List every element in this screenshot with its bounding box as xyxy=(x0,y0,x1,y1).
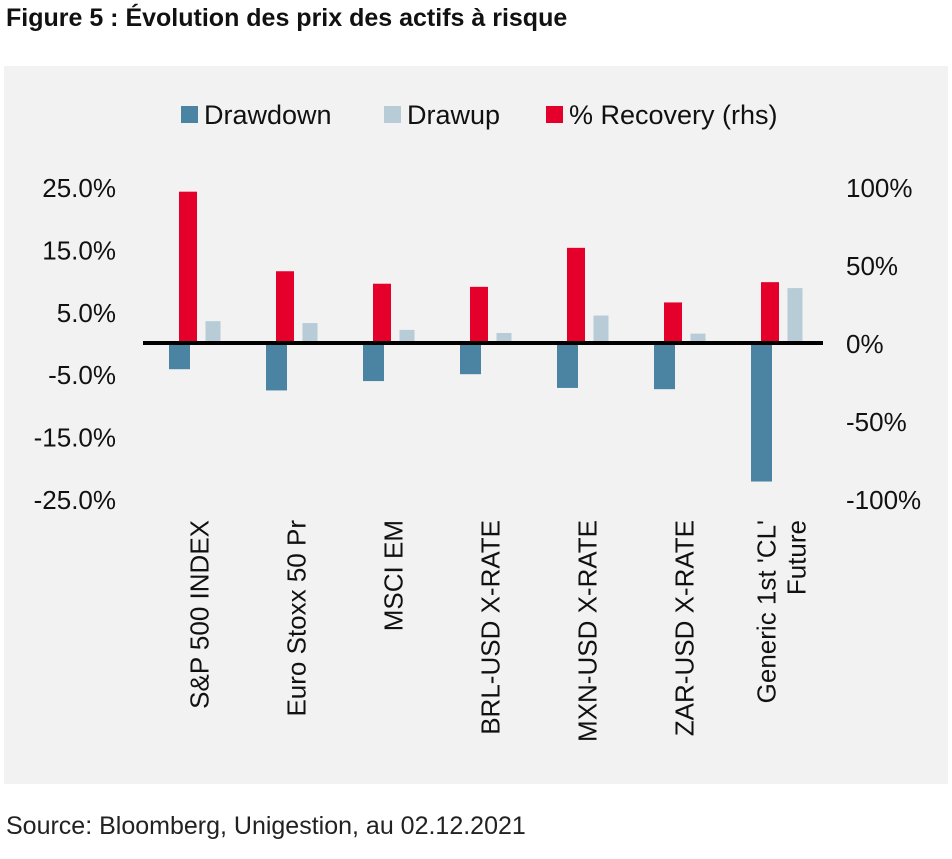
category-label: Generic 1st 'CL' xyxy=(751,520,781,703)
right-tick-label: 100% xyxy=(846,173,913,203)
legend: Drawdown Drawup % Recovery (rhs) xyxy=(181,100,778,130)
left-axis-ticks: 25.0% 15.0% 5.0% -5.0% -15.0% -25.0% xyxy=(34,173,116,515)
source-note: Source: Bloomberg, Unigestion, au 02.12.… xyxy=(6,812,526,840)
left-tick-label: 15.0% xyxy=(42,235,116,265)
right-tick-label: -50% xyxy=(846,407,907,437)
bar-drawup xyxy=(496,333,512,343)
legend-label: Drawup xyxy=(407,100,500,130)
right-tick-label: 50% xyxy=(846,251,898,281)
category-label: BRL-USD X-RATE xyxy=(475,520,505,735)
bar-drawup xyxy=(205,321,221,343)
bar-recovery xyxy=(373,283,391,343)
category-labels: S&P 500 INDEX Euro Stoxx 50 Pr MSCI EM BRL-… xyxy=(184,520,811,742)
bar-drawdown xyxy=(363,343,384,382)
bar-recovery xyxy=(664,302,682,343)
left-tick-label: 5.0% xyxy=(57,298,116,328)
category-label: S&P 500 INDEX xyxy=(184,520,214,709)
left-tick-label: -15.0% xyxy=(34,423,116,453)
bar-drawdown xyxy=(460,343,481,375)
bar-drawdown xyxy=(169,343,190,370)
category-label: Future xyxy=(781,520,811,595)
bar-drawdown xyxy=(557,343,578,388)
legend-label: Drawdown xyxy=(204,100,332,130)
legend-label: % Recovery (rhs) xyxy=(569,100,778,130)
category-label: Euro Stoxx 50 Pr xyxy=(281,520,311,717)
left-tick-label: 25.0% xyxy=(42,173,116,203)
chart: Drawdown Drawup % Recovery (rhs) 25.0% 15.0… xyxy=(34,100,922,742)
figure-title: Figure 5 : Évolution des prix des actifs… xyxy=(6,4,568,32)
bar-drawup xyxy=(593,315,609,343)
left-tick-label: -25.0% xyxy=(34,485,116,515)
legend-swatch xyxy=(181,106,198,123)
category-label: MXN-USD X-RATE xyxy=(572,520,602,742)
right-axis-ticks: 100% 50% 0% -50% -100% xyxy=(846,173,921,515)
bar-drawdown xyxy=(266,343,287,391)
chart-panel xyxy=(4,66,948,784)
bar-drawup xyxy=(690,333,706,343)
category-label: MSCI EM xyxy=(378,520,408,631)
bar-drawdown xyxy=(654,343,675,390)
left-tick-label: -5.0% xyxy=(48,360,116,390)
bar-drawup xyxy=(302,323,318,343)
bar-drawup xyxy=(399,329,415,343)
bar-recovery xyxy=(179,191,197,343)
legend-swatch xyxy=(384,106,401,123)
bar-recovery xyxy=(470,286,488,343)
bars xyxy=(169,191,803,482)
right-tick-label: 0% xyxy=(846,329,884,359)
category-label: ZAR-USD X-RATE xyxy=(669,520,699,736)
right-tick-label: -100% xyxy=(846,485,921,515)
bar-recovery xyxy=(567,247,585,343)
bar-drawup xyxy=(787,288,803,343)
legend-swatch xyxy=(546,106,563,123)
bar-drawdown xyxy=(751,343,772,482)
bar-recovery xyxy=(761,282,779,343)
bar-recovery xyxy=(276,271,294,343)
